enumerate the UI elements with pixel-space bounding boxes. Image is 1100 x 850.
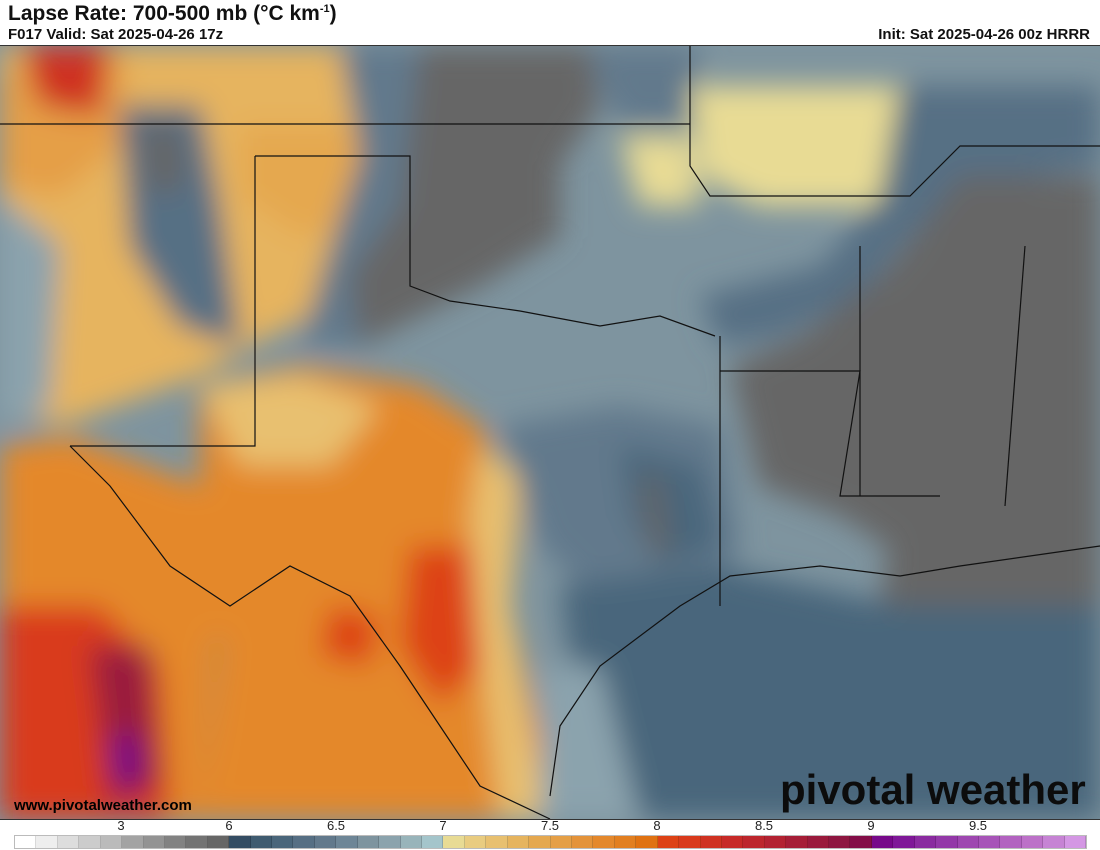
colorbar-swatch bbox=[57, 836, 80, 848]
colorbar-swatch bbox=[1021, 836, 1044, 848]
colorbar-tick-label: 3 bbox=[117, 818, 125, 833]
colorbar-swatch bbox=[743, 836, 765, 848]
colorbar-swatch bbox=[164, 836, 187, 848]
colorbar-swatch bbox=[314, 836, 337, 848]
colorbar-tick-label: 6.5 bbox=[326, 818, 346, 833]
colorbar-tick-label: 7.5 bbox=[540, 818, 560, 833]
colorbar-swatch bbox=[464, 836, 487, 848]
colorbar-swatch bbox=[229, 836, 251, 848]
colorbar-swatch bbox=[1064, 836, 1087, 848]
lapse-rate-field bbox=[0, 46, 1100, 819]
colorbar-swatch bbox=[550, 836, 572, 848]
state-borders bbox=[0, 46, 1100, 819]
colorbar-swatch bbox=[807, 836, 830, 848]
colorbar-swatch bbox=[207, 836, 230, 848]
colorbar-swatch bbox=[79, 836, 101, 848]
colorbar-swatch bbox=[357, 836, 380, 848]
colorbar-swatch bbox=[15, 836, 37, 848]
colorbar-swatch bbox=[443, 836, 465, 848]
colorbar-swatch bbox=[978, 836, 1001, 848]
colorbar-swatch bbox=[36, 836, 58, 848]
colorbar-swatch bbox=[871, 836, 894, 848]
init-time: Init: Sat 2025-04-26 00z HRRR bbox=[878, 26, 1090, 43]
colorbar-swatch bbox=[100, 836, 123, 848]
colorbar-swatch bbox=[293, 836, 315, 848]
colorbar-swatch bbox=[614, 836, 637, 848]
colorbar-swatch bbox=[250, 836, 273, 848]
colorbar-swatch bbox=[529, 836, 551, 848]
colorbar-swatch bbox=[893, 836, 915, 848]
colorbar-swatch bbox=[657, 836, 680, 848]
colorbar-swatch bbox=[486, 836, 508, 848]
title-superscript: -1 bbox=[319, 3, 330, 15]
map-title: Lapse Rate: 700-500 mb (°C km-1) bbox=[8, 2, 337, 26]
colorbar-swatch bbox=[272, 836, 294, 848]
colorbar-swatch bbox=[593, 836, 615, 848]
colorbar-swatch bbox=[700, 836, 722, 848]
colorbar-swatch bbox=[936, 836, 958, 848]
colorbar-swatch bbox=[400, 836, 423, 848]
colorbar-swatch bbox=[850, 836, 872, 848]
colorbar-swatch bbox=[679, 836, 701, 848]
colorbar-swatch bbox=[764, 836, 787, 848]
title-text: Lapse Rate: 700-500 mb (°C km bbox=[8, 2, 320, 25]
colorbar-tick-label: 9 bbox=[867, 818, 875, 833]
colorbar-swatch bbox=[1000, 836, 1022, 848]
colorbar-swatch bbox=[571, 836, 594, 848]
colorbar-swatch bbox=[336, 836, 358, 848]
lapse-rate-map[interactable] bbox=[0, 45, 1100, 820]
title-close: ) bbox=[329, 2, 337, 25]
colorbar-swatch bbox=[721, 836, 744, 848]
colorbar-swatch bbox=[1043, 836, 1065, 848]
colorbar-tick-label: 8.5 bbox=[754, 818, 774, 833]
colorbar-swatch bbox=[379, 836, 401, 848]
website-url: www.pivotalweather.com bbox=[14, 797, 192, 814]
colorbar-swatch bbox=[186, 836, 208, 848]
colorbar-swatch bbox=[914, 836, 937, 848]
colorbar-swatch bbox=[143, 836, 165, 848]
colorbar-swatch bbox=[786, 836, 808, 848]
pivotal-weather-logo: pivotal weather bbox=[780, 766, 1086, 813]
colorbar-tick-label: 7 bbox=[439, 818, 447, 833]
colorbar-tick-label: 6 bbox=[225, 818, 233, 833]
colorbar-swatch bbox=[507, 836, 530, 848]
colorbar-swatch bbox=[122, 836, 144, 848]
colorbar-swatch bbox=[422, 836, 444, 848]
colorbar-tick-label: 8 bbox=[653, 818, 661, 833]
colorbar-swatch bbox=[829, 836, 851, 848]
colorbar-swatch bbox=[957, 836, 979, 848]
colorbar bbox=[14, 835, 1087, 849]
colorbar-tick-label: 9.5 bbox=[968, 818, 988, 833]
colorbar-swatch bbox=[636, 836, 658, 848]
valid-time: F017 Valid: Sat 2025-04-26 17z bbox=[8, 26, 224, 43]
